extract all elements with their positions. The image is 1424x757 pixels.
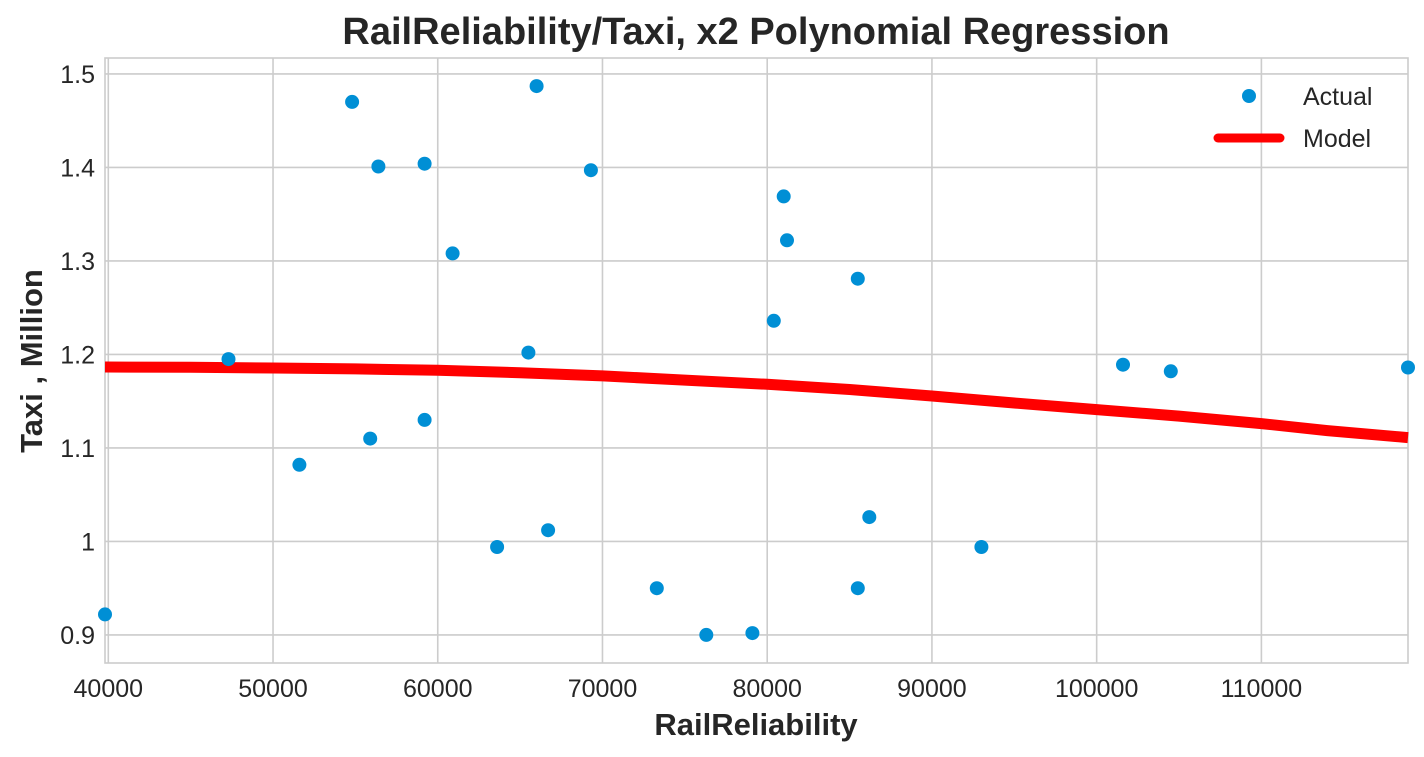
y-tick-label: 1 [81, 528, 95, 556]
actual-point [521, 345, 536, 360]
actual-point [417, 156, 432, 171]
actual-point [776, 189, 791, 204]
actual-point [649, 581, 664, 596]
y-tick-label: 0.9 [60, 622, 95, 650]
x-tick-label: 60000 [403, 675, 473, 703]
actual-point [780, 233, 794, 248]
actual-point [745, 626, 760, 641]
actual-point [974, 540, 989, 554]
y-tick-label: 1.2 [60, 341, 95, 369]
legend-actual-marker [1242, 89, 1256, 103]
x-axis-label: RailReliability [654, 707, 858, 742]
x-tick-label: 100000 [1055, 675, 1138, 703]
actual-point [850, 581, 865, 596]
actual-point [490, 540, 505, 554]
actual-point [417, 412, 432, 427]
actual-point [850, 271, 865, 286]
plot-frame [104, 57, 1409, 664]
legend: Actual Model [1213, 83, 1372, 153]
model-curve [104, 361, 1409, 444]
tick-layer: 40000 50000 60000 70000 80000 90000 100000 1100… [60, 61, 1302, 703]
actual-point [699, 627, 714, 642]
legend-label-model: Model [1303, 125, 1371, 153]
x-tick-label: 70000 [568, 675, 638, 703]
chart-title: RailReliability/Taxi, x2 Polynomial Regr… [342, 11, 1169, 53]
actual-point [529, 79, 544, 94]
y-tick-label: 1.1 [60, 435, 95, 463]
y-tick-label: 1.3 [60, 248, 95, 276]
actual-point [1401, 360, 1415, 375]
actual-point [363, 431, 378, 446]
actual-point [862, 510, 877, 525]
actual-point [541, 523, 556, 538]
grid-layer [105, 58, 1408, 663]
y-tick-label: 1.5 [60, 61, 95, 89]
x-tick-label: 80000 [732, 675, 802, 703]
actual-point [766, 313, 781, 328]
x-tick-label: 110000 [1221, 675, 1303, 703]
legend-label-actual: Actual [1303, 83, 1372, 111]
data-layer [98, 79, 1415, 642]
actual-point [1116, 357, 1130, 372]
x-tick-label: 40000 [74, 675, 144, 703]
x-tick-label: 90000 [897, 675, 967, 703]
actual-point [98, 607, 112, 622]
y-axis-label: Taxi , Million [14, 269, 49, 453]
actual-point [292, 457, 307, 472]
x-tick-label: 50000 [238, 675, 308, 703]
y-tick-label: 1.4 [60, 154, 95, 182]
actual-point [221, 352, 236, 367]
actual-point [583, 163, 598, 178]
actual-point [1163, 364, 1178, 379]
actual-point [445, 246, 460, 261]
actual-point [345, 94, 360, 109]
actual-point [371, 159, 386, 174]
